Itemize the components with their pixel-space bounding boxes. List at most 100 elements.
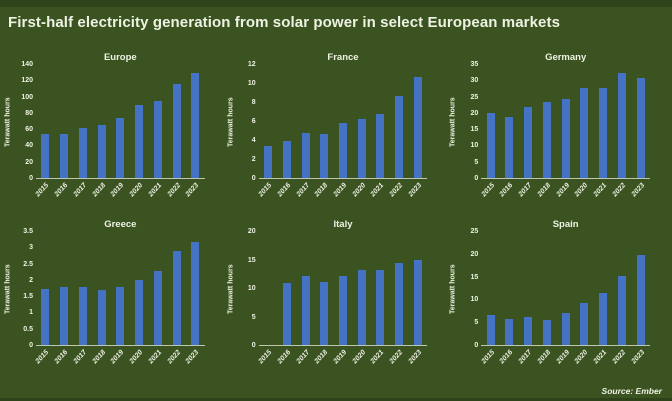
x-tick-label-2021: 2021 (147, 349, 163, 366)
x-tick-label-2018: 2018 (536, 182, 553, 199)
y-tick-label: 35 (470, 61, 479, 68)
top-border (0, 0, 672, 7)
chart-body: Terawatt hours 0 0.5 1 1.5 2 2.5 3 3.5 (2, 228, 225, 349)
x-tick-label-2019: 2019 (555, 182, 571, 199)
bar-germany-2020 (580, 87, 589, 178)
chart-panel-italy: Italy Terawatt hours 0 5 10 15 20 2015 2016 20… (225, 216, 448, 383)
y-axis-label: Terawatt hours (449, 264, 457, 314)
bar-italy-2022 (395, 262, 404, 345)
bar-germany-2023 (636, 77, 645, 178)
bar-europe-2020 (135, 105, 144, 178)
x-tick-label-2020: 2020 (351, 182, 367, 199)
bar-spain-2021 (599, 293, 608, 345)
y-tick-label: 10 (470, 142, 479, 150)
x-tick-label-2018: 2018 (536, 349, 553, 366)
chart-body: Terawatt hours 0 5 10 15 20 25 (447, 228, 670, 349)
x-tick-label-2021: 2021 (592, 182, 609, 199)
y-axis-ticks: 0 5 10 15 20 (237, 228, 259, 349)
chart-body: Terawatt hours 0 20 40 60 80 100 120 140 (2, 61, 225, 182)
bar-europe-2019 (116, 118, 125, 178)
x-tick-label-2023: 2023 (630, 349, 646, 366)
x-tick-label-2015: 2015 (257, 182, 274, 199)
bar-italy-2016 (282, 282, 291, 345)
bar-europe-2015 (41, 133, 50, 178)
plot-area-germany (481, 65, 650, 179)
y-tick-label: 10 (247, 285, 256, 292)
x-tick-label-2023: 2023 (184, 182, 201, 199)
y-axis-label: Terawatt hours (227, 97, 235, 147)
x-tick-label-2022: 2022 (166, 349, 182, 366)
y-tick-label: 20 (470, 250, 479, 258)
y-axis-label: Terawatt hours (449, 97, 457, 147)
y-tick-label: 5 (251, 313, 256, 321)
bar-europe-2018 (97, 124, 106, 178)
x-tick-label-2021: 2021 (370, 349, 386, 366)
chart-panel-france: France Terawatt hours 0 2 4 6 8 10 12 2015 2016… (225, 49, 448, 216)
bar-germany-2017 (524, 106, 533, 178)
x-tick-label-2017: 2017 (295, 182, 311, 199)
y-tick-label: 2.5 (23, 260, 33, 268)
x-tick-label-2022: 2022 (388, 349, 405, 366)
bar-greece-2023 (191, 241, 200, 345)
x-tick-label-2015: 2015 (34, 349, 51, 366)
y-tick-label: 0 (251, 342, 256, 349)
bar-spain-2020 (580, 303, 589, 345)
y-tick-label: 0 (29, 342, 33, 349)
bar-spain-2018 (542, 320, 551, 345)
x-tick-label-2016: 2016 (276, 182, 292, 199)
y-tick-label: 0.5 (23, 325, 33, 333)
y-tick-label: 20 (470, 109, 479, 117)
x-tick-label-2020: 2020 (351, 349, 367, 366)
bar-germany-2015 (486, 113, 495, 178)
x-tick-label-2021: 2021 (370, 182, 386, 199)
bar-greece-2018 (97, 290, 106, 345)
x-tick-label-2018: 2018 (91, 349, 107, 366)
plot-area-greece (36, 232, 205, 346)
bar-greece-2022 (172, 251, 181, 345)
x-axis-labels: 2015 2016 2017 2018 2019 2020 2021 2022 2023 (258, 346, 428, 382)
y-tick-label: 6 (251, 118, 256, 125)
chart-panel-spain: Spain Terawatt hours 0 5 10 15 20 25 2015 2016… (447, 216, 670, 383)
x-tick-label-2016: 2016 (276, 349, 292, 366)
bar-germany-2016 (505, 116, 514, 178)
x-tick-label-2022: 2022 (611, 349, 628, 366)
source-credit: Source: Ember (601, 386, 662, 396)
bar-italy-2020 (357, 269, 366, 345)
x-axis-labels: 2015 2016 2017 2018 2019 2020 2021 2022 2023 (480, 179, 650, 215)
y-tick-label: 15 (470, 273, 479, 281)
bar-greece-2016 (60, 286, 69, 345)
bar-spain-2017 (524, 316, 533, 345)
y-tick-label: 3 (29, 244, 33, 252)
bar-greece-2021 (153, 270, 162, 345)
plot-area-europe (36, 65, 205, 179)
x-tick-label-2016: 2016 (499, 182, 515, 199)
bar-france-2015 (264, 145, 273, 178)
bar-france-2021 (376, 113, 385, 178)
x-tick-label-2019: 2019 (332, 182, 349, 199)
y-tick-label: 3.5 (23, 228, 33, 235)
bar-italy-2019 (338, 276, 347, 345)
bar-europe-2021 (153, 100, 162, 178)
y-tick-label: 25 (470, 93, 479, 101)
x-tick-label-2017: 2017 (517, 182, 534, 199)
y-axis-label: Terawatt hours (4, 264, 12, 314)
chart-title-germany: Germany (545, 52, 587, 63)
y-tick-label: 5 (474, 158, 479, 166)
bar-france-2018 (320, 133, 329, 178)
y-tick-label: 120 (21, 77, 33, 85)
x-tick-label-2023: 2023 (407, 182, 424, 199)
bar-spain-2019 (561, 313, 570, 345)
x-tick-label-2019: 2019 (109, 182, 126, 199)
x-tick-label-2019: 2019 (332, 349, 349, 366)
bar-germany-2021 (599, 87, 608, 178)
x-tick-label-2018: 2018 (313, 182, 330, 199)
chart-title-italy: Italy (333, 219, 353, 230)
x-tick-label-2016: 2016 (53, 182, 70, 199)
y-tick-label: 60 (25, 126, 33, 134)
y-tick-label: 1.5 (23, 293, 33, 301)
x-tick-label-2016: 2016 (499, 349, 515, 366)
chart-title-spain: Spain (552, 219, 579, 230)
chart-body: Terawatt hours 0 5 10 15 20 25 30 35 (447, 61, 670, 182)
x-tick-label-2022: 2022 (388, 182, 405, 199)
